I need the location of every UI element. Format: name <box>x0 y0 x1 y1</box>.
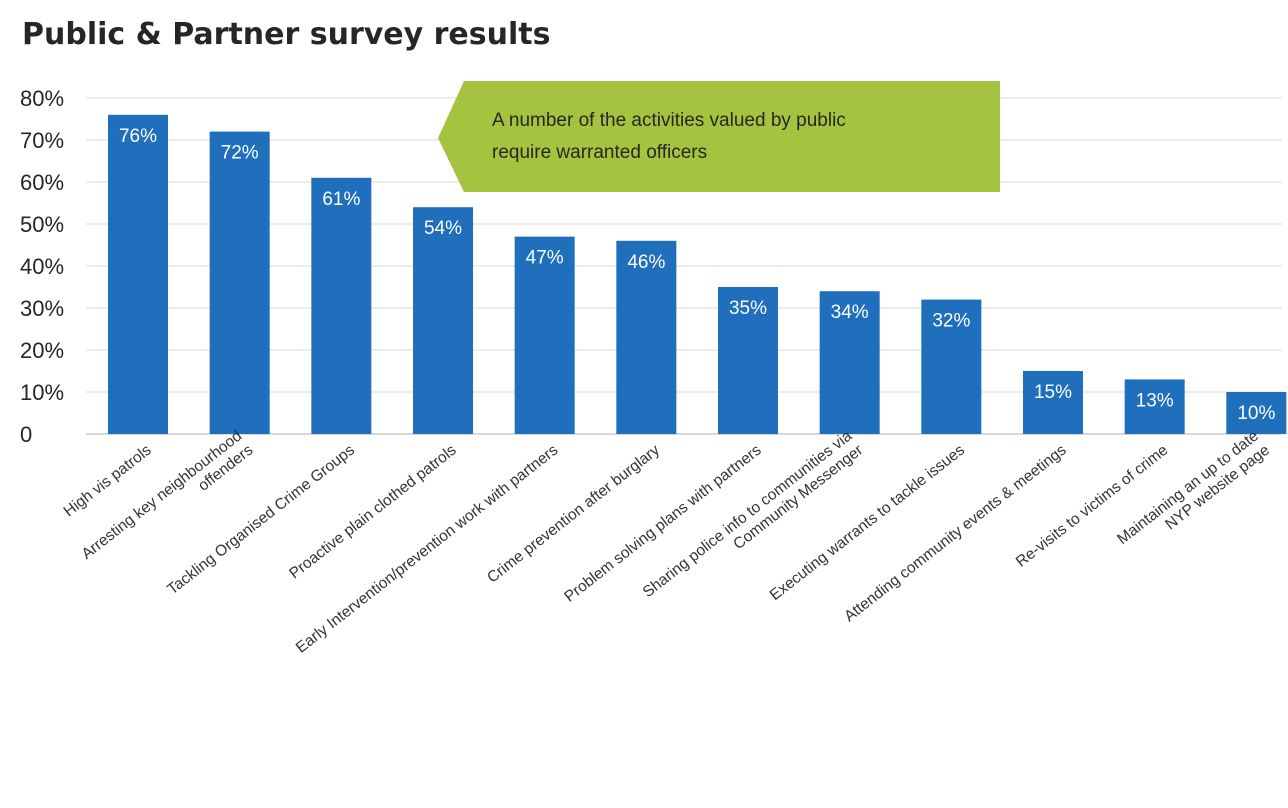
bar <box>209 131 270 434</box>
data-label: 54% <box>424 218 462 239</box>
bar <box>921 299 982 434</box>
x-tick-label-line: Crime prevention after burglary <box>484 441 663 586</box>
chart-title: Public & Partner survey results <box>22 17 550 52</box>
bar <box>413 207 473 434</box>
bar <box>514 236 575 434</box>
callout-arrow-box <box>438 81 1000 192</box>
data-label: 32% <box>932 311 970 332</box>
y-tick-label: 20% <box>20 338 64 363</box>
bar <box>819 291 880 434</box>
y-tick-label: 80% <box>20 86 64 111</box>
bar <box>1124 379 1185 434</box>
data-label: 47% <box>526 248 564 269</box>
bar <box>718 287 778 434</box>
data-label: 61% <box>322 189 360 210</box>
y-axis: 0 10% 20% 30% 40% 50% 60% 70% 80% <box>20 86 64 447</box>
x-tick-label: Attending community events & meetings <box>841 441 1070 625</box>
y-tick-label: 50% <box>20 212 64 237</box>
y-tick-label: 60% <box>20 170 64 195</box>
bar <box>616 240 677 434</box>
data-label: 46% <box>627 252 665 273</box>
data-label: 35% <box>729 298 767 319</box>
bar <box>108 114 168 435</box>
x-tick-label-line: Proactive plain clothed patrols <box>286 441 460 582</box>
data-label: 72% <box>221 143 259 164</box>
x-tick-label-line: Attending community events & meetings <box>841 441 1070 625</box>
y-tick-label: 40% <box>20 254 64 279</box>
data-label: 10% <box>1237 403 1275 424</box>
data-label: 34% <box>831 302 869 323</box>
bar <box>1023 371 1083 434</box>
data-label: 15% <box>1034 382 1072 403</box>
y-tick-label: 70% <box>20 128 64 153</box>
data-labels: 76% 72% 61% 54% 47% 46% 35% 34% 32% 15% 13% 10% <box>119 126 1275 424</box>
data-label: 76% <box>119 126 157 147</box>
bars <box>108 114 1287 435</box>
callout-line-1: A number of the activities valued by pub… <box>492 110 846 131</box>
callout-line-2: require warranted officers <box>492 142 707 163</box>
bar <box>1226 392 1287 434</box>
y-tick-label: 30% <box>20 296 64 321</box>
bar <box>311 177 372 435</box>
callout: A number of the activities valued by pub… <box>438 81 1000 192</box>
x-tick-label: Proactive plain clothed patrols <box>286 441 460 582</box>
data-label: 13% <box>1136 390 1174 411</box>
x-tick-label: Crime prevention after burglary <box>484 441 663 586</box>
x-tick-label-line: Maintaining an up to date <box>1114 427 1262 548</box>
y-tick-label: 10% <box>20 380 64 405</box>
y-tick-label: 0 <box>20 422 32 447</box>
